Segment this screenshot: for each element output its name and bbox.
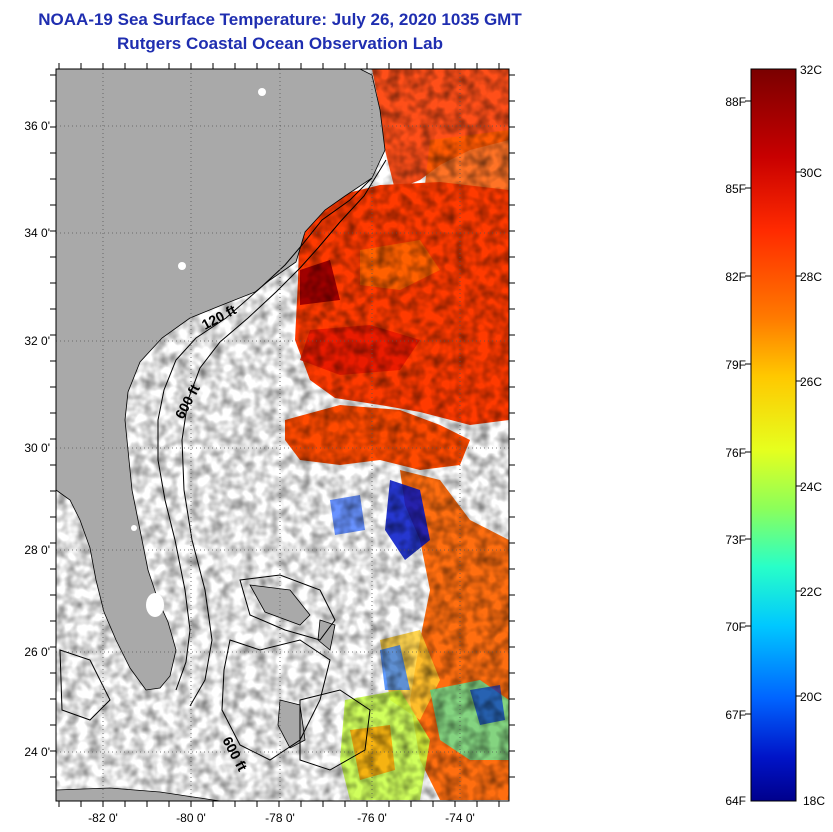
frame-ticks [50, 63, 515, 807]
contour-bahamas [299, 689, 371, 771]
colorbar-ticks [745, 100, 802, 715]
celsius-label: 18C [803, 794, 825, 808]
lat-label: 36 0' [24, 119, 50, 133]
colorbar-celsius-labels: 32C 30C 28C 26C 24C 22C 20C 18C [800, 63, 825, 808]
us-southeast-coast [56, 69, 386, 691]
celsius-label: 24C [800, 480, 822, 494]
contour-bahamas [239, 574, 336, 641]
contour-keys [59, 649, 111, 721]
lat-label: 32 0' [24, 334, 50, 348]
fahrenheit-label: 79F [725, 358, 746, 372]
fahrenheit-label: 88F [725, 95, 746, 109]
lon-label: -80 0' [176, 811, 206, 825]
celsius-label: 26C [800, 375, 822, 389]
colorbar: 32C 30C 28C 26C 24C 22C 20C 18C 88F 85F … [725, 63, 825, 808]
lat-label: 28 0' [24, 543, 50, 557]
lat-label: 24 0' [24, 745, 50, 759]
map-frame [55, 68, 510, 802]
bahamas-island [317, 619, 336, 651]
fahrenheit-label: 85F [725, 182, 746, 196]
celsius-label: 20C [800, 690, 822, 704]
lat-label: 26 0' [24, 645, 50, 659]
contour-120ft [157, 177, 373, 691]
lat-label: 30 0' [24, 441, 50, 455]
fahrenheit-label: 67F [725, 708, 746, 722]
celsius-label: 22C [800, 585, 822, 599]
celsius-label: 28C [800, 270, 822, 284]
map-area: 120 ft 600 ft 600 ft [56, 69, 509, 801]
lon-label: -74 0' [445, 811, 475, 825]
map-subtitle: Rutgers Coastal Ocean Observation Lab [117, 34, 443, 53]
fahrenheit-label: 64F [725, 794, 746, 808]
colorbar-bar [750, 68, 797, 802]
fahrenheit-label: 73F [725, 533, 746, 547]
fahrenheit-label: 70F [725, 620, 746, 634]
contour-600ft [181, 159, 387, 707]
lon-label: -76 0' [357, 811, 387, 825]
celsius-label: 32C [800, 63, 822, 77]
colorbar-fahrenheit-labels: 88F 85F 82F 79F 76F 73F 70F 67F 64F [725, 95, 746, 808]
longitude-labels: -82 0' -80 0' -78 0' -76 0' -74 0' [88, 811, 475, 825]
cuba-coast [56, 787, 221, 801]
lat-label: 34 0' [24, 226, 50, 240]
bathymetry-contours [59, 159, 387, 771]
lon-label: -82 0' [88, 811, 118, 825]
latitude-labels: 36 0' 34 0' 32 0' 30 0' 28 0' 26 0' 24 0… [24, 119, 50, 759]
fahrenheit-label: 76F [725, 446, 746, 460]
bahamas-island [277, 699, 306, 749]
lakes [131, 88, 266, 617]
celsius-label: 30C [800, 166, 822, 180]
fahrenheit-label: 82F [725, 270, 746, 284]
lon-label: -78 0' [265, 811, 295, 825]
map-title: NOAA-19 Sea Surface Temperature: July 26… [38, 10, 522, 29]
